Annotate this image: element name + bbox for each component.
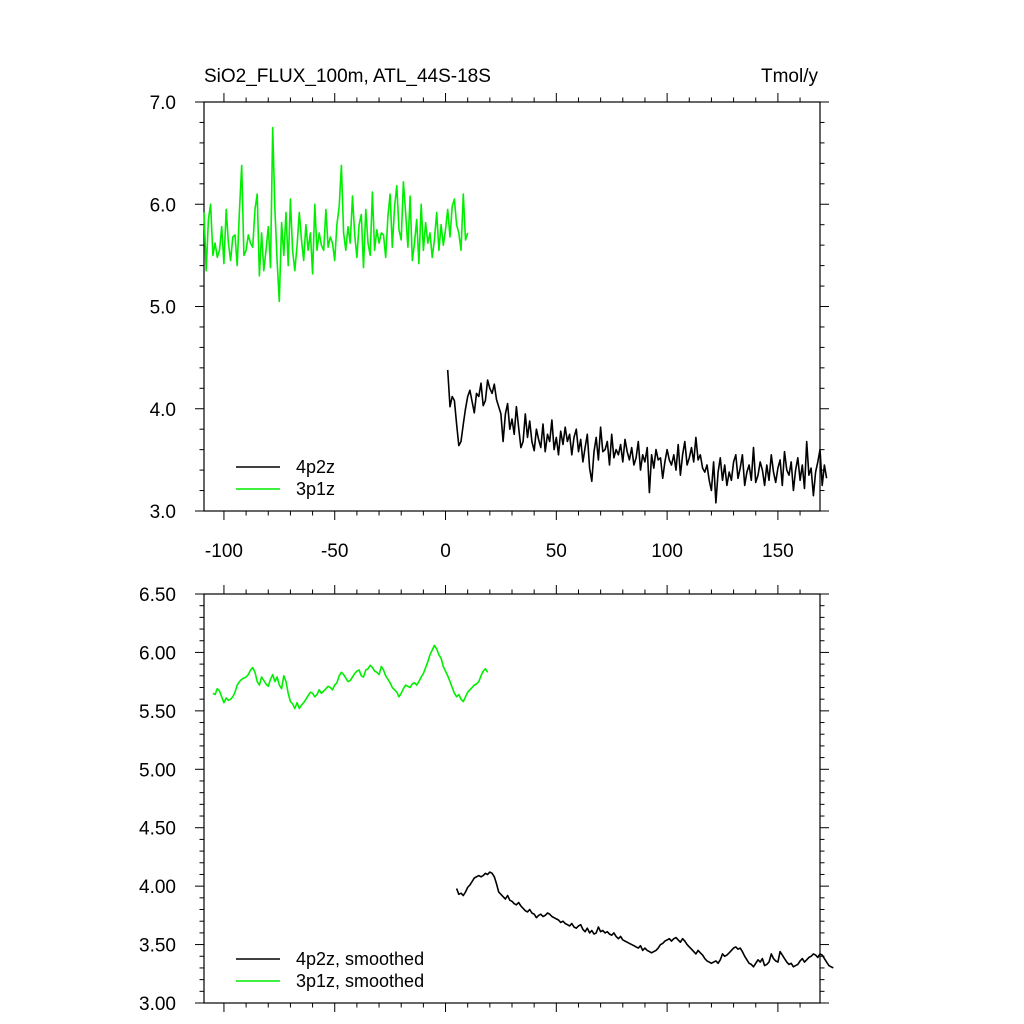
x-tick-label: -100 [205,541,243,562]
series-line-1 [212,644,489,710]
y-tick-label: 6.50 [139,585,176,606]
legend-label-1: 3p1z, smoothed [296,971,424,991]
y-tick-label: 3.0 [150,502,176,523]
y-tick-label: 4.0 [150,400,176,421]
y-tick-label: 4.50 [139,819,176,840]
y-tick-label: 5.00 [139,760,176,781]
y-tick-label: 5.0 [150,298,176,319]
y-tick-label: 6.00 [139,643,176,664]
y-tick-label: 4.00 [139,877,176,898]
plot-frame [203,593,821,1004]
x-tick-label: 50 [546,541,567,562]
y-tick-label: 6.0 [150,195,176,216]
x-tick-label: -50 [321,541,348,562]
legend-label-0: 4p2z, smoothed [296,949,424,969]
y-tick-label: 3.50 [139,936,176,957]
legend-label-1: 3p1z [296,479,335,499]
legend-label-0: 4p2z [296,457,335,477]
y-tick-label: 5.50 [139,702,176,723]
chart-title: SiO2_FLUX_100m, ATL_44S-18S [204,66,491,87]
bottom-chart-panel: 3.00 3.50 4.00 4.50 5.00 5.50 6.00 6.50 4p2z, sm… [139,585,834,1015]
plot-frame [203,101,821,512]
x-tick-label: 150 [762,541,794,562]
series-line-0 [455,871,834,969]
series-line-1 [203,126,469,303]
x-tick-label: 100 [651,541,683,562]
series-line-0 [446,369,828,504]
x-tick-label: 0 [440,541,451,562]
y-tick-label: 3.00 [139,994,176,1015]
units-label: Tmol/y [761,66,819,87]
y-tick-label: 7.0 [150,93,176,114]
